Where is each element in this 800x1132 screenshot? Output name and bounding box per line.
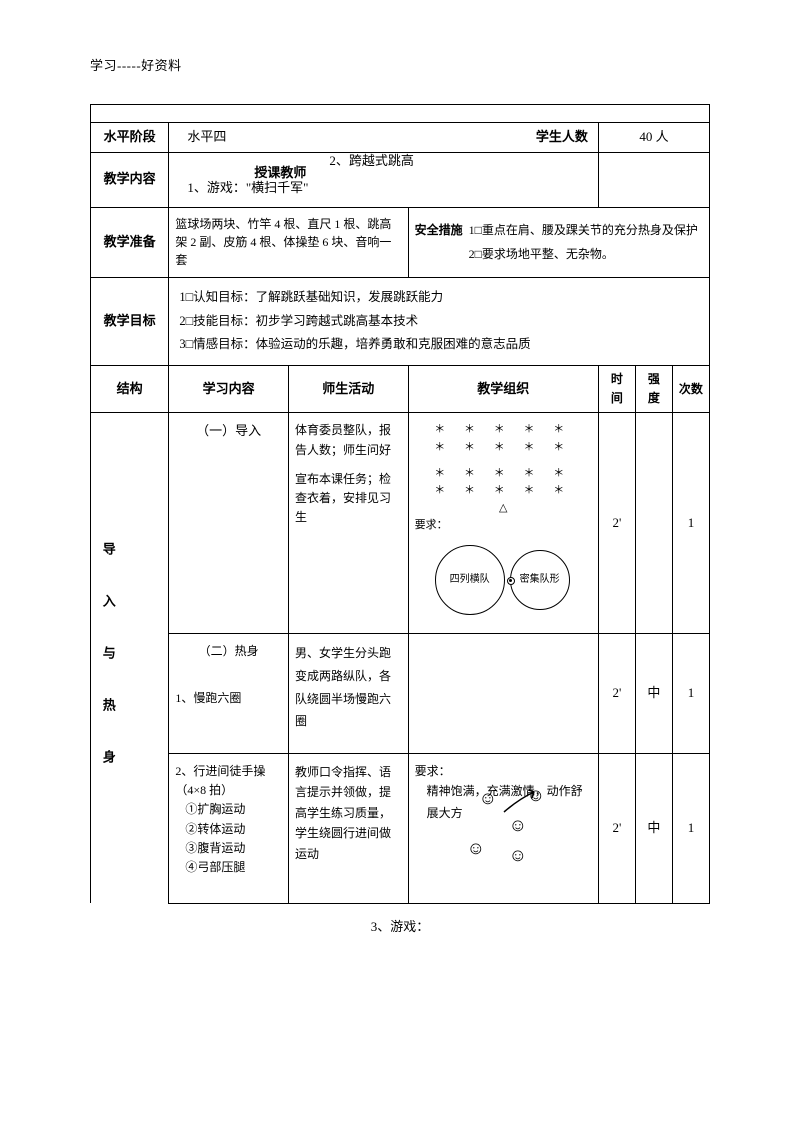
formation-stars: ＊ ＊ ＊ ＊ ＊ <box>415 421 592 439</box>
goal-2: 2□技能目标：初步学习跨越式跳高基本技术 <box>179 310 699 334</box>
s3-ex-c: ③腹背运动 <box>175 839 282 858</box>
s3-time: 2' <box>598 753 635 903</box>
safety-label: 安全措施 <box>415 221 469 263</box>
s1-content: （一）导入 <box>175 421 282 442</box>
col-structure: 结构 <box>91 366 169 413</box>
formation-diagram: 四列横队 密集队形 <box>415 535 592 625</box>
s3-activity: 教师口令指挥、语言提示并领做，提高学生练习质量，学生绕圆行进间做运动 <box>295 762 402 864</box>
formation-stars: ＊ ＊ ＊ ＊ ＊ <box>415 465 592 483</box>
smiley-icon: ☺ <box>509 841 527 870</box>
s2-activity: 男、女学生分头跑变成两路纵队，各队绕圆半场慢跑六圈 <box>295 642 402 733</box>
smiley-diagram: ☺ ☺ ☺ ☺ ☺ <box>409 779 598 869</box>
smiley-icon: ☺ <box>467 834 485 863</box>
student-count-label: 学生人数 <box>536 127 588 148</box>
s3-ex-a: ①扩胸运动 <box>175 800 282 819</box>
s1-activity-a: 体育委员整队，报告人数；师生问好 <box>295 421 402 459</box>
s1-activity-b: 宣布本课任务；检查衣着，安排见习生 <box>295 470 402 528</box>
safety-item-1: 1□重点在肩、腰及踝关节的充分热身及保护 <box>469 221 703 239</box>
content-item-1: 1、游戏："横扫千军" <box>175 178 592 199</box>
col-content: 学习内容 <box>169 366 289 413</box>
arrow-icon <box>499 784 549 819</box>
s2-count: 1 <box>672 633 709 753</box>
col-intensity: 强度 <box>635 366 672 413</box>
smiley-icon: ☺ <box>479 784 497 813</box>
s3-count: 1 <box>672 753 709 903</box>
content-item-2: 2、跨越式跳高 <box>329 151 414 172</box>
col-time: 时间 <box>598 366 635 413</box>
content-label: 教学内容 <box>91 152 169 207</box>
s1-req-label: 要求： <box>415 517 592 535</box>
circle-2: 密集队形 <box>510 550 570 610</box>
s3-intensity: 中 <box>635 753 672 903</box>
s1-intensity <box>635 413 672 634</box>
s3-ex-b: ②转体运动 <box>175 820 282 839</box>
s3-ex-d: ④弓部压腿 <box>175 858 282 877</box>
s2-title: （二）热身 <box>175 642 282 661</box>
formation-stars: ＊ ＊ ＊ ＊ ＊ <box>415 439 592 457</box>
s2-intensity: 中 <box>635 633 672 753</box>
lesson-plan-table: 水平阶段 水平四 学生人数 40 人 教学内容 授课教师 2、跨越式跳高 1、游… <box>90 104 710 904</box>
s1-time: 2' <box>598 413 635 634</box>
col-count: 次数 <box>672 366 709 413</box>
s1-count: 1 <box>672 413 709 634</box>
s2-time: 2' <box>598 633 635 753</box>
s2-item: 1、慢跑六圈 <box>175 689 282 708</box>
goal-3: 3□情感目标：体验运动的乐趣，培养勇敢和克服困难的意志品质 <box>179 333 699 357</box>
formation-triangle: △ <box>415 500 592 518</box>
level-label: 水平阶段 <box>91 123 169 153</box>
prep-value: 篮球场两块、竹竿 4 根、直尺 1 根、跳高架 2 副、皮筋 4 根、体操垫 6… <box>169 207 408 277</box>
footer-text: 3、游戏： <box>90 916 710 935</box>
teacher-label: 授课教师 <box>254 163 306 184</box>
col-org: 教学组织 <box>408 366 598 413</box>
formation-stars: ＊ ＊ ＊ ＊ ＊ <box>415 482 592 500</box>
goals-label: 教学目标 <box>91 277 169 365</box>
goal-1: 1□认知目标：了解跳跃基础知识，发展跳跃能力 <box>179 286 699 310</box>
structure-label: 导 入 与 热 身 <box>97 542 118 775</box>
level-value: 水平四 <box>175 127 226 148</box>
s3-title: 2、行进间徒手操（4×8 拍） <box>175 762 282 800</box>
safety-item-2: 2□要求场地平整、无杂物。 <box>469 245 703 263</box>
page-header: 学习-----好资料 <box>90 55 710 74</box>
col-activity: 师生活动 <box>288 366 408 413</box>
student-count-value: 40 人 <box>598 123 709 153</box>
circle-1: 四列横队 <box>435 545 505 615</box>
prep-label: 教学准备 <box>91 207 169 277</box>
